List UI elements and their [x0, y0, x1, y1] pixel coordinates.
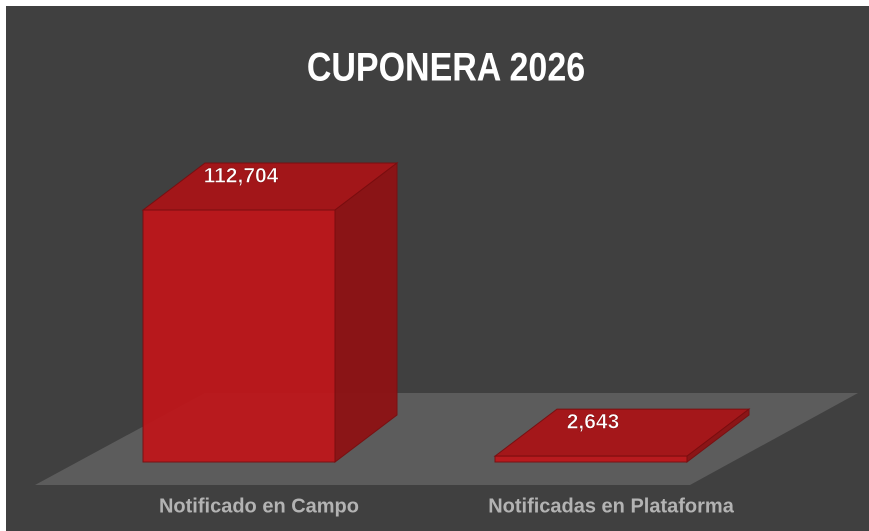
data-label: 112,704 — [204, 165, 279, 188]
bar — [494, 455, 688, 463]
data-label: 2,643 — [567, 411, 620, 434]
bar-side — [334, 161, 398, 464]
x-tick-label: Notificado en Campo — [159, 495, 359, 517]
bar — [142, 209, 336, 463]
chart-title: CUPONERA 2026 — [307, 44, 585, 89]
x-tick-label: Notificadas en Plataforma — [488, 495, 735, 517]
